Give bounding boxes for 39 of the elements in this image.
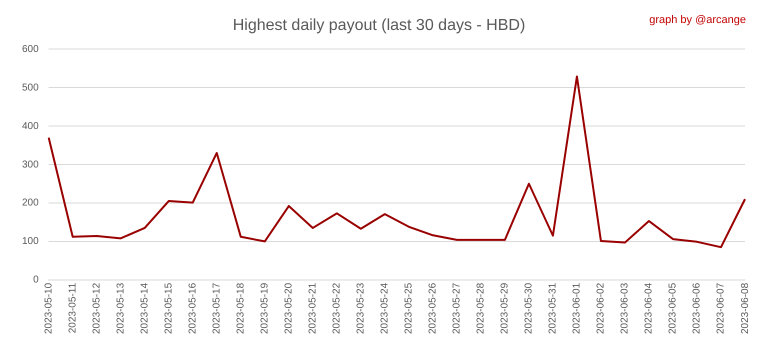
y-tick-label: 100 (22, 236, 40, 248)
x-tick-label: 2023-05-29 (500, 282, 511, 334)
x-tick-label: 2023-05-16 (188, 282, 198, 334)
x-tick-label: 2023-06-03 (620, 282, 631, 334)
x-tick-label: 2023-06-04 (644, 282, 655, 334)
y-tick-label: 0 (33, 274, 40, 286)
text: graph by @arcange (649, 14, 746, 26)
x-tick-label: 2023-05-28 (476, 282, 487, 334)
y-tick-label: 400 (22, 120, 40, 132)
x-tick-label: 2023-05-30 (524, 282, 535, 334)
y-tick-label: 600 (22, 44, 40, 55)
x-tick-label: 2023-06-07 (716, 282, 727, 334)
x-tick-label: 2023-05-25 (404, 282, 415, 334)
x-tick-label: 2023-06-01 (572, 282, 583, 334)
y-tick-label: 300 (22, 159, 40, 170)
x-tick-label: 2023-06-05 (668, 282, 679, 334)
x-tick-label: 2023-05-19 (260, 282, 271, 334)
x-tick-label: 2023-05-14 (139, 282, 150, 334)
x-tick-label: 2023-05-12 (91, 282, 102, 334)
x-tick-label: 2023-05-10 (43, 282, 54, 334)
x-tick-label: 2023-05-21 (308, 282, 319, 334)
x-tick-label: 2023-06-02 (596, 282, 607, 334)
chart-title: Highest daily payout (last 30 days - HBD) (232, 17, 526, 34)
x-tick-label: 2023-05-13 (115, 282, 126, 334)
x-tick-label: 2023-05-23 (356, 282, 367, 334)
y-tick-label: 500 (22, 82, 40, 94)
x-tick-label: 2023-06-08 (740, 282, 751, 334)
x-tick-label: 2023-05-15 (163, 282, 174, 334)
x-tick-label: 2023-05-31 (548, 282, 559, 334)
x-tick-label: 2023-05-20 (284, 282, 295, 334)
x-tick-label: 2023-05-24 (380, 282, 391, 334)
x-tick-label: 2023-05-27 (452, 282, 463, 334)
x-tick-label: 2023-05-26 (428, 282, 439, 334)
x-tick-label: 2023-05-18 (236, 282, 247, 334)
x-tick-label: 2023-05-17 (212, 282, 223, 334)
x-tick-label: 2023-05-11 (67, 282, 78, 334)
y-tick-label: 200 (22, 198, 40, 209)
x-tick-label: 2023-05-22 (332, 282, 343, 334)
x-tick-label: 2023-06-06 (692, 282, 703, 334)
